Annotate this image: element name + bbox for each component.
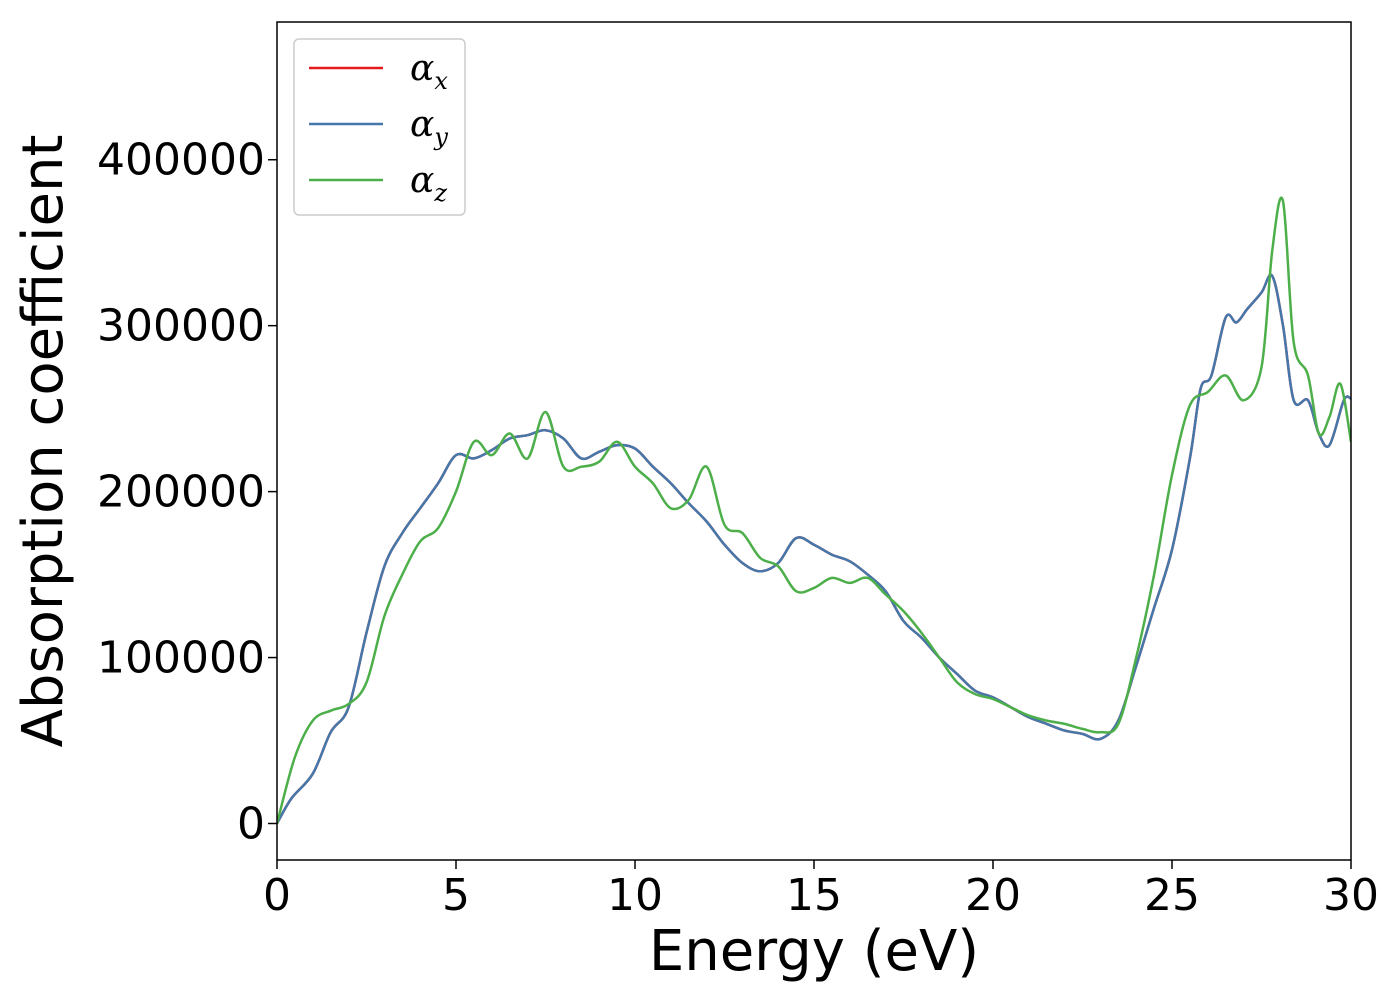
x-axis-label: Energy (eV) — [649, 919, 979, 984]
y-tick-label: 100000 — [97, 633, 265, 684]
y-tick-label: 0 — [237, 798, 265, 849]
y-tick-label: 200000 — [97, 467, 265, 518]
x-tick-label: 30 — [1323, 870, 1379, 921]
y-tick-label: 300000 — [97, 301, 265, 352]
series-line-alpha-x — [277, 273, 1351, 825]
y-axis: 0 100000 200000 300000 400000 — [97, 135, 277, 849]
x-tick-label: 20 — [965, 870, 1021, 921]
series-line-alpha-y — [277, 273, 1351, 825]
series-line-alpha-z — [277, 196, 1351, 824]
x-tick-label: 5 — [442, 870, 470, 921]
x-tick-label: 15 — [786, 870, 842, 921]
x-tick-label: 10 — [607, 870, 663, 921]
x-tick-label: 25 — [1144, 870, 1200, 921]
y-tick-label: 400000 — [97, 135, 265, 186]
series-layer — [277, 196, 1351, 825]
x-tick-label: 0 — [263, 870, 291, 921]
y-axis-label: Absorption coefficient — [11, 135, 76, 748]
legend-box — [293, 38, 466, 216]
x-axis: 0 5 10 15 20 25 30 — [263, 860, 1379, 921]
